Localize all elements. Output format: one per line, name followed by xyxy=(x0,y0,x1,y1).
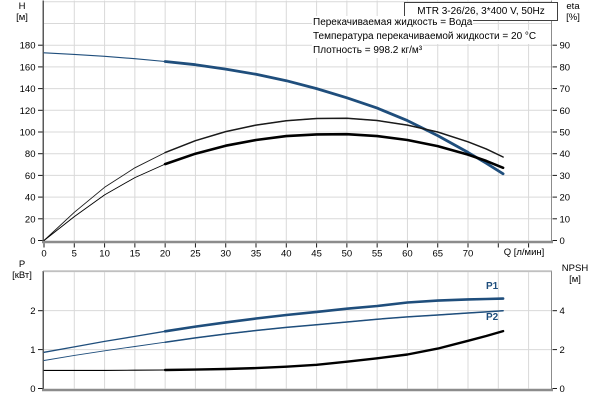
h-axis-label: H xyxy=(18,1,26,12)
p1-curve-label: P1 xyxy=(486,281,499,292)
curve-eta2 xyxy=(43,132,505,241)
y-right-tick-label: 60 xyxy=(560,106,571,117)
tick-labels: 0 1 2 0 2 4 xyxy=(30,306,565,395)
y-right-tick-label: 20 xyxy=(560,193,571,204)
info-line-temperature: Температура перекачиваемой жидкости = 20… xyxy=(312,30,538,44)
info-line-fluid: Перекачиваемая жидкость = Вода xyxy=(312,16,474,30)
tick-marks xyxy=(38,310,557,389)
x-tick-label: 20 xyxy=(160,249,171,260)
curve-H xyxy=(43,52,505,176)
y-left-tick-label: 120 xyxy=(20,106,36,117)
y-left-tick-label: 0 xyxy=(30,236,35,247)
y-left-tick-label: 80 xyxy=(25,149,36,160)
power-axis-unit: [кВт] xyxy=(12,270,32,281)
power-axis-label: P xyxy=(18,259,26,270)
y-left-tick-label: 140 xyxy=(20,84,36,95)
x-tick-label: 70 xyxy=(463,249,474,260)
h-axis-unit: [м] xyxy=(16,12,28,23)
x-tick-label: 55 xyxy=(372,249,383,260)
y-left-tick-label: 180 xyxy=(20,41,36,52)
y-right-tick-label: 80 xyxy=(560,62,571,73)
x-tick-label: 40 xyxy=(281,249,292,260)
y-left-tick-label: 0 xyxy=(30,384,35,395)
npsh-axis-title: NPSH [м] xyxy=(552,263,598,285)
fluid-info-block: Перекачиваемая жидкость = Вода Температу… xyxy=(312,16,538,58)
curve-eta1 xyxy=(43,117,504,241)
curve-P2 xyxy=(43,309,504,361)
y-right-tick-label: 2 xyxy=(560,345,565,356)
x-tick-label: 5 xyxy=(72,249,77,260)
x-tick-label: 50 xyxy=(342,249,353,260)
info-line-density: Плотность = 998.2 кг/м³ xyxy=(312,44,424,58)
curve-NPSH xyxy=(43,329,505,372)
curve-P1 xyxy=(43,297,505,353)
x-tick-label: 65 xyxy=(432,249,443,260)
x-tick-label: 45 xyxy=(311,249,322,260)
y-right-tick-label: 50 xyxy=(560,128,571,139)
y-left-tick-label: 160 xyxy=(20,62,36,73)
eta-axis-label: eta xyxy=(566,1,580,12)
y-left-tick-label: 20 xyxy=(25,214,36,225)
y-right-tick-label: 70 xyxy=(560,84,571,95)
x-tick-label: 25 xyxy=(190,249,201,260)
pump-title: MTR 3-26/26, 3*400 V, 50Hz xyxy=(417,6,545,17)
eta-axis-title: eta [%] xyxy=(552,1,594,23)
h-axis-title: H [м] xyxy=(2,1,42,23)
x-tick-label: 10 xyxy=(99,249,110,260)
x-tick-label: 35 xyxy=(251,249,262,260)
npsh-axis-unit: [м] xyxy=(569,274,581,285)
x-tick-label: 60 xyxy=(402,249,413,260)
tick-labels: 0 5 10 15 20 25 30 35 40 45 50 55 60 65 70020406080100… xyxy=(20,41,570,260)
y-right-tick-label: 40 xyxy=(560,149,571,160)
x-tick-label: 30 xyxy=(220,249,231,260)
gridlines xyxy=(44,271,551,389)
y-right-tick-label: 0 xyxy=(560,236,565,247)
y-right-tick-label: 4 xyxy=(560,306,565,317)
y-left-tick-label: 100 xyxy=(20,128,36,139)
tick-marks xyxy=(38,44,557,248)
npsh-axis-label: NPSH xyxy=(561,263,589,274)
p2-curve-label: P2 xyxy=(486,312,499,323)
y-left-tick-label: 1 xyxy=(30,345,35,356)
x-tick-label: 15 xyxy=(130,249,141,260)
x-tick-label: 0 xyxy=(41,249,46,260)
y-right-tick-label: 90 xyxy=(560,41,571,52)
y-right-tick-label: 30 xyxy=(560,171,571,182)
power-axis-title: P [кВт] xyxy=(0,259,44,281)
y-left-tick-label: 60 xyxy=(25,171,36,182)
y-right-tick-label: 10 xyxy=(560,214,571,225)
y-right-tick-label: 0 xyxy=(560,384,565,395)
y-left-tick-label: 2 xyxy=(30,306,35,317)
eta-axis-unit: [%] xyxy=(566,12,580,23)
q-axis-title: Q [л/мин] xyxy=(503,247,545,258)
y-left-tick-label: 40 xyxy=(25,193,36,204)
power-npsh-chart: 0 1 2 0 2 4 xyxy=(30,270,565,395)
